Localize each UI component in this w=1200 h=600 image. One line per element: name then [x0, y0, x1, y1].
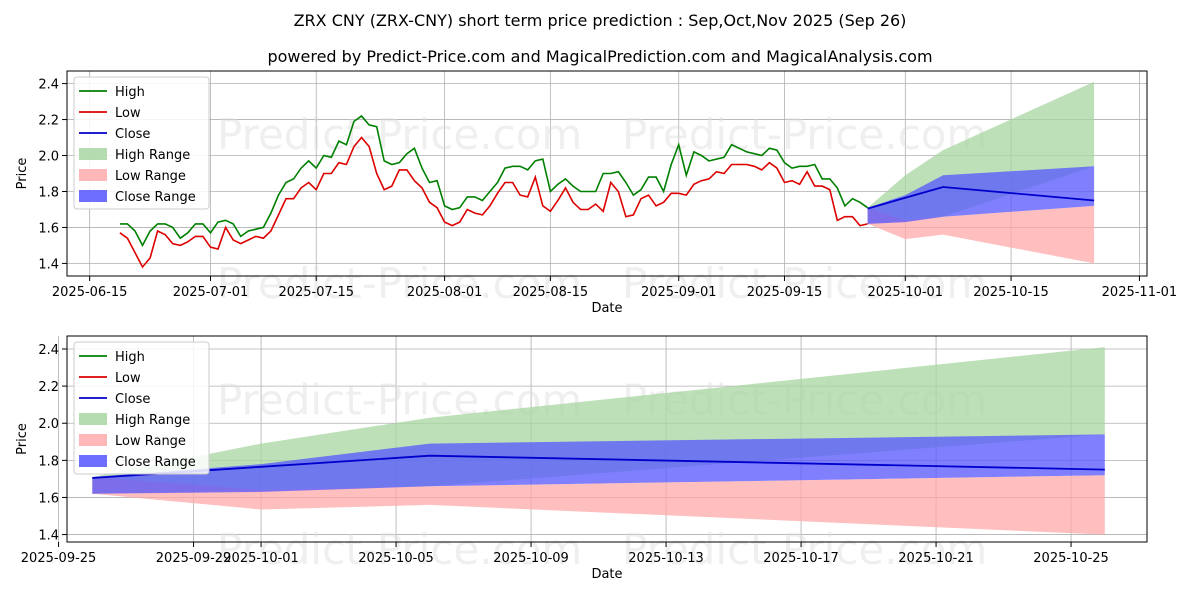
x-tick-label: 2025-08-15	[513, 285, 589, 300]
legend-label: Low	[115, 106, 141, 121]
chart-title: ZRX CNY (ZRX-CNY) short term price predi…	[294, 11, 907, 30]
x-tick-label: 2025-10-25	[1033, 551, 1109, 566]
close-range-band	[867, 166, 1095, 224]
y-tick-label: 1.4	[38, 529, 59, 544]
y-tick-label: 2.4	[38, 343, 59, 358]
y-axis-label: Price	[15, 423, 30, 455]
legend-label: Close	[115, 392, 150, 407]
x-tick-label: 2025-10-15	[973, 285, 1049, 300]
close-forecast-line	[867, 186, 1095, 210]
legend-label: Close Range	[115, 455, 196, 470]
chart-subtitle: powered by Predict-Price.com and Magical…	[267, 47, 932, 66]
x-tick-label: 2025-10-21	[898, 551, 974, 566]
y-axis-label: Price	[15, 158, 30, 190]
legend-swatch	[79, 169, 107, 181]
x-tick-label: 2025-10-01	[868, 285, 944, 300]
legend-swatch	[79, 148, 107, 160]
y-tick-label: 1.4	[38, 257, 59, 272]
high-series-line	[119, 114, 869, 248]
legend-label: Close	[115, 127, 150, 142]
x-tick-label: 2025-10-05	[358, 551, 434, 566]
x-tick-label: 2025-08-01	[407, 285, 483, 300]
axes-frame	[66, 335, 1148, 543]
x-tick-label: 2025-10-01	[223, 551, 299, 566]
legend-label: Low Range	[115, 169, 186, 184]
x-axis-label: Date	[591, 301, 622, 316]
x-tick-label: 2025-11-01	[1102, 285, 1178, 300]
x-tick-label: 2025-07-15	[278, 285, 354, 300]
legend-label: High	[115, 350, 145, 365]
legend-label: High Range	[115, 148, 190, 163]
legend-label: Close Range	[115, 190, 196, 205]
legend-label: High	[115, 85, 145, 100]
watermark-text: Predict-Price.com	[622, 525, 987, 574]
legend-box	[73, 341, 210, 475]
x-tick-label: 2025-10-17	[763, 551, 839, 566]
legend-swatch	[79, 434, 107, 446]
low-range-band	[867, 205, 1095, 264]
close-range-band	[92, 434, 1105, 494]
x-tick-label: 2025-09-01	[641, 285, 717, 300]
watermark-text: Predict-Price.com	[217, 525, 582, 574]
y-tick-label: 2.2	[38, 380, 59, 395]
x-axis-label: Date	[591, 567, 622, 582]
legend-box	[73, 76, 210, 210]
legend-label: Low Range	[115, 434, 186, 449]
legend-swatch	[79, 413, 107, 425]
y-tick-label: 2.4	[38, 78, 59, 93]
watermark-text: Predict-Price.com	[622, 259, 987, 308]
y-tick-label: 1.8	[38, 185, 59, 200]
y-tick-label: 2.0	[38, 417, 59, 432]
legend-swatch	[79, 455, 107, 467]
watermark-text: Predict-Price.com	[217, 110, 582, 159]
low-series-line	[119, 136, 868, 269]
x-tick-label: 2025-10-09	[493, 551, 569, 566]
x-tick-label: 2025-06-15	[52, 285, 128, 300]
x-tick-label: 2025-09-29	[156, 551, 232, 566]
watermark-text: Predict-Price.com	[217, 259, 582, 308]
x-tick-label: 2025-10-13	[628, 551, 704, 566]
legend-label: Low	[115, 371, 141, 386]
x-tick-label: 2025-07-01	[173, 285, 249, 300]
y-tick-label: 1.6	[38, 221, 59, 236]
y-tick-label: 2.0	[38, 150, 59, 165]
x-tick-label: 2025-09-15	[747, 285, 823, 300]
y-tick-label: 1.6	[38, 491, 59, 506]
low-range-band	[92, 475, 1105, 535]
watermark-text: Predict-Price.com	[622, 110, 987, 159]
legend-label: High Range	[115, 413, 190, 428]
top-panel: Predict-Price.com Predict-Price.com Predic…	[15, 70, 1178, 316]
legend-swatch	[79, 190, 107, 202]
x-tick-label: 2025-09-25	[21, 551, 97, 566]
axes-frame	[66, 70, 1148, 277]
y-tick-label: 2.2	[38, 114, 59, 129]
y-tick-label: 1.8	[38, 454, 59, 469]
